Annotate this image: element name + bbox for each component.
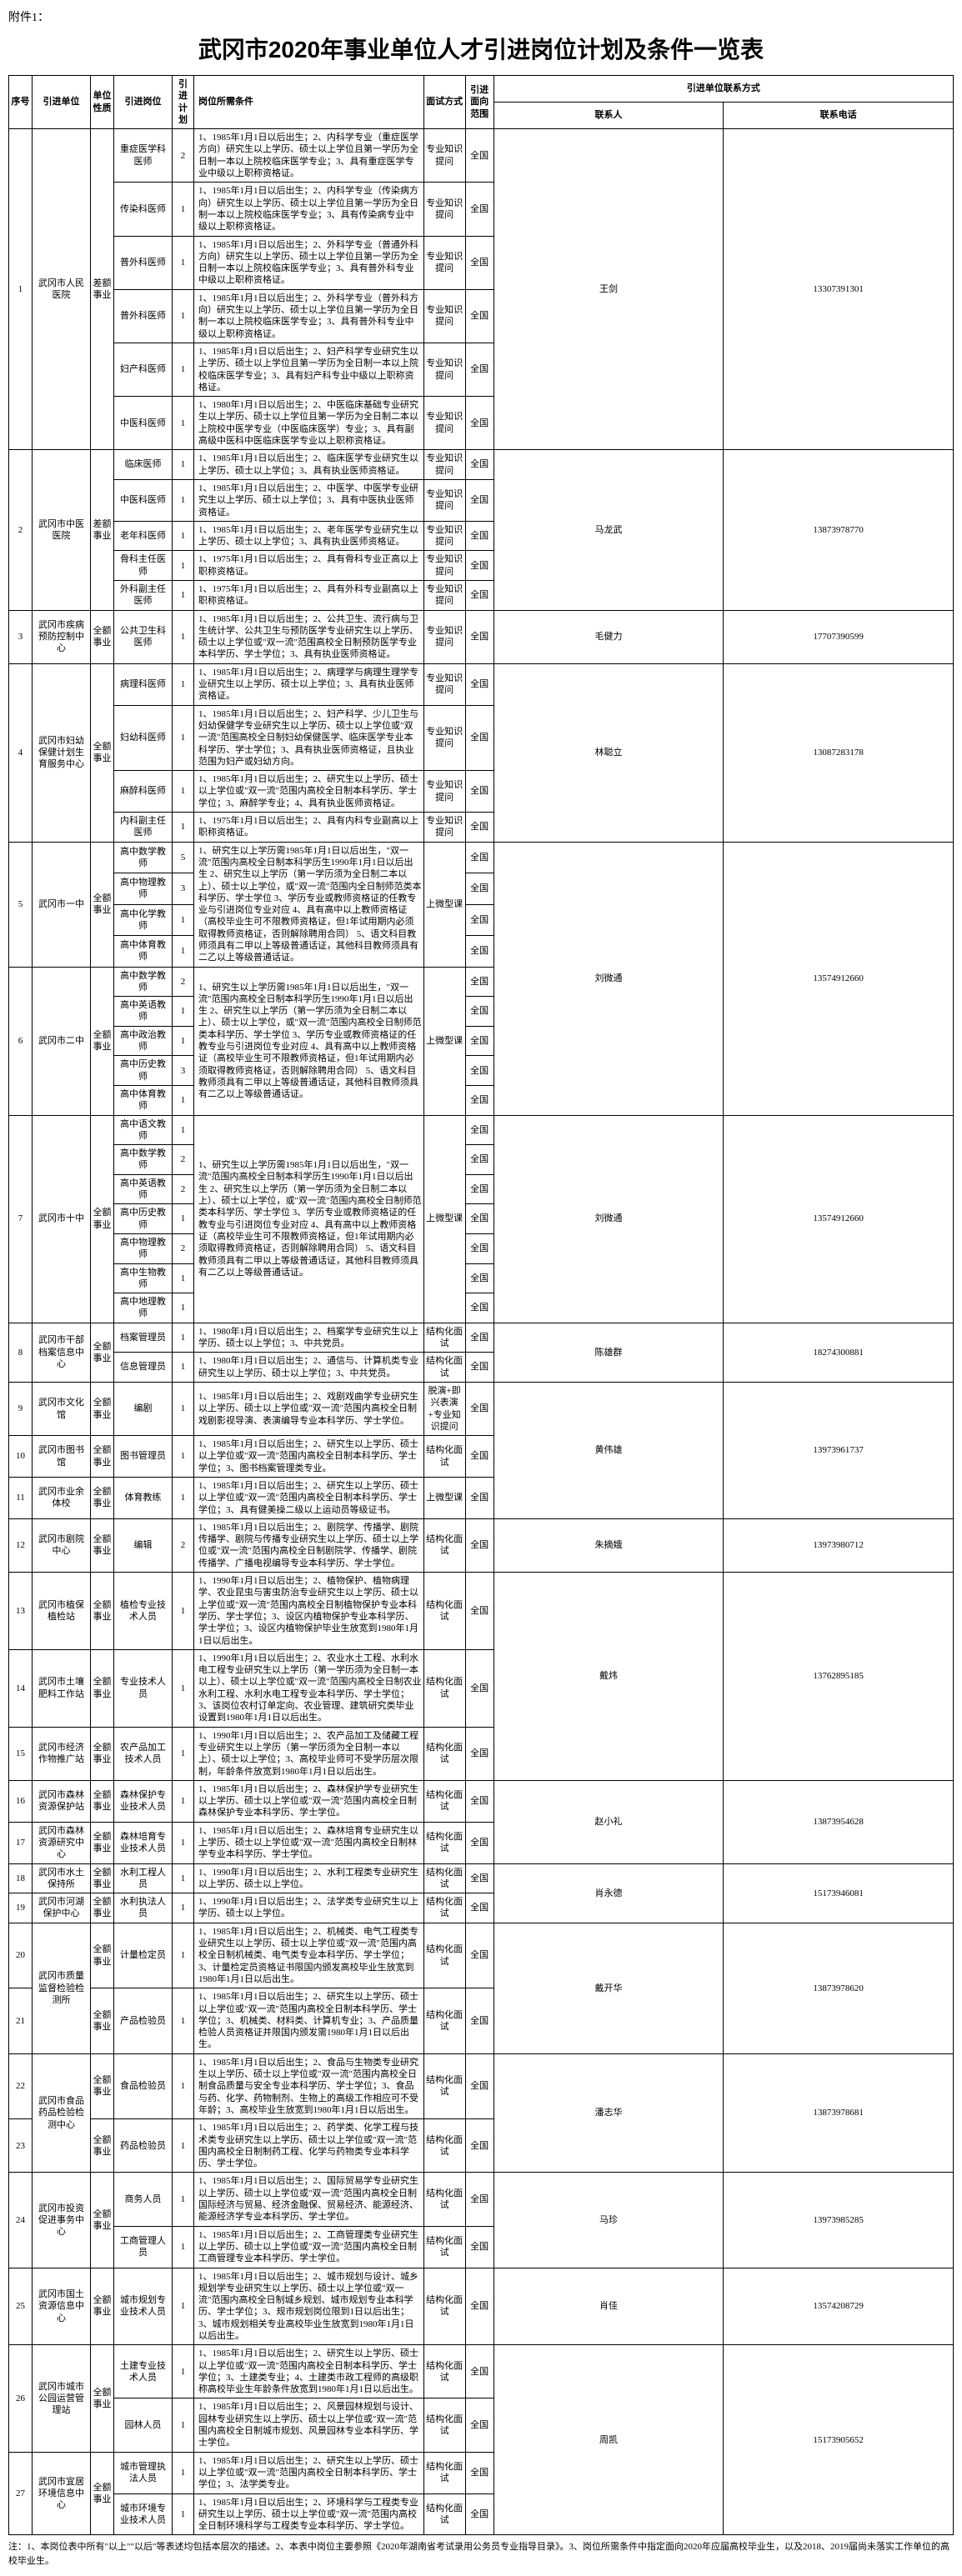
th-contact-person: 联系人 <box>494 103 724 129</box>
footer-notes: 注：1、本岗位表中所有"以上""以后"等表述均包括本层次的描述。2、本表中岗位主… <box>8 2540 954 2568</box>
th-method: 面试方式 <box>423 76 465 129</box>
th-scope: 引进面向范围 <box>465 76 494 129</box>
th-nature: 单位性质 <box>91 76 114 129</box>
th-seq: 序号 <box>9 76 33 129</box>
attachment-label: 附件1： <box>8 8 954 25</box>
page-title: 武冈市2020年事业单位人才引进岗位计划及条件一览表 <box>8 32 954 65</box>
main-table: 序号 引进单位 单位性质 引进岗位 引进计划 岗位所需条件 面试方式 引进面向范… <box>8 75 954 2535</box>
th-contact-phone: 联系电话 <box>724 103 954 129</box>
th-contact-group: 引进单位联系方式 <box>494 76 953 103</box>
th-count: 引进计划 <box>173 76 194 129</box>
th-position: 引进岗位 <box>114 76 173 129</box>
th-req: 岗位所需条件 <box>194 76 424 129</box>
th-unit: 引进单位 <box>33 76 91 129</box>
